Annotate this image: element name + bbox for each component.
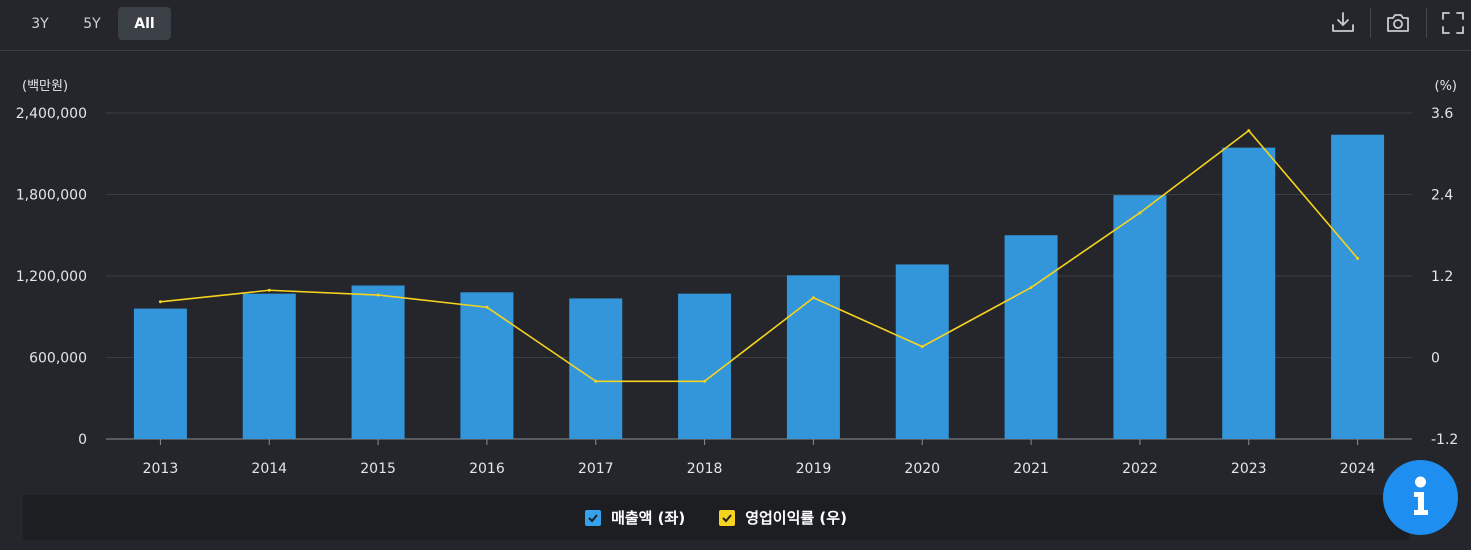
right-tick-label: -1.2 — [1431, 432, 1458, 448]
x-tick-label: 2013 — [143, 461, 179, 477]
line-series — [158, 129, 1360, 383]
right-axis: -1.2 0 1.2 2.4 3.6 — [1431, 106, 1458, 448]
checkbox-icon[interactable] — [585, 509, 602, 526]
x-tick-label: 2022 — [1122, 461, 1158, 477]
bar — [895, 264, 949, 439]
x-tick-label: 2023 — [1231, 461, 1267, 477]
x-tick-label: 2018 — [687, 461, 723, 477]
download-icon[interactable] — [1330, 10, 1356, 36]
bar — [786, 275, 840, 439]
x-tick-label: 2017 — [578, 461, 614, 477]
x-tick-label: 2014 — [251, 461, 287, 477]
info-icon — [1414, 476, 1428, 515]
left-tick-label: 1,800,000 — [16, 188, 87, 204]
line-point — [1247, 129, 1251, 133]
line-point — [1138, 211, 1142, 215]
chart-legend: 매출액 (좌) 영업이익률 (우) — [23, 495, 1409, 540]
grid-lines — [106, 112, 1412, 440]
line-point — [1356, 256, 1360, 260]
left-axis-unit-label: (백만원) — [22, 79, 68, 94]
fullscreen-icon[interactable] — [1440, 10, 1466, 36]
right-tick-label: 2.4 — [1431, 188, 1453, 204]
line-point — [158, 300, 162, 304]
x-tick-label: 2019 — [796, 461, 832, 477]
x-axis: 2013 2014 2015 2016 2017 2018 2019 2020 2021 2022… — [143, 439, 1376, 477]
chart-area: (백만원) (%) 0 600,000 1,200,000 1,800,000 2,40… — [16, 79, 1459, 477]
bar — [242, 293, 296, 439]
left-tick-label: 2,400,000 — [16, 106, 87, 122]
line-point — [376, 293, 380, 297]
operating-margin-line — [160, 129, 1359, 383]
range-button-3y[interactable]: 3Y — [31, 15, 49, 32]
left-tick-label: 1,200,000 — [16, 269, 87, 285]
line-point — [811, 296, 815, 300]
bar — [460, 292, 514, 439]
right-tick-label: 0 — [1431, 351, 1440, 367]
range-button-all[interactable]: All — [118, 7, 171, 40]
legend-item-operating-margin[interactable]: 영업이익률 (우) — [719, 507, 847, 528]
left-axis: 0 600,000 1,200,000 1,800,000 2,400,000 — [16, 106, 87, 448]
bar — [678, 293, 732, 439]
camera-icon[interactable] — [1385, 10, 1411, 36]
chart-toolbar: 3Y 5Y All — [0, 0, 1471, 51]
line-point — [267, 288, 271, 292]
range-button-5y[interactable]: 5Y — [83, 15, 101, 32]
line-point — [703, 379, 707, 383]
left-tick-label: 0 — [78, 432, 87, 448]
x-tick-label: 2016 — [469, 461, 505, 477]
bar-series — [133, 134, 1385, 439]
line-point — [485, 305, 489, 309]
x-tick-label: 2021 — [1013, 461, 1049, 477]
toolbar-divider — [1426, 8, 1427, 38]
line-point — [594, 379, 598, 383]
bar — [133, 308, 187, 439]
right-axis-unit-label: (%) — [1435, 79, 1458, 94]
checkbox-icon[interactable] — [719, 509, 736, 526]
bar — [351, 285, 405, 439]
x-tick-label: 2020 — [904, 461, 940, 477]
line-point — [1029, 286, 1033, 290]
bar — [1113, 195, 1167, 439]
left-tick-label: 600,000 — [29, 351, 87, 367]
legend-label: 영업이익률 (우) — [745, 509, 847, 527]
toolbar-divider — [1370, 8, 1371, 38]
x-tick-label: 2015 — [360, 461, 396, 477]
legend-item-revenue[interactable]: 매출액 (좌) — [585, 507, 685, 528]
line-point — [920, 345, 924, 349]
bar — [1331, 134, 1385, 439]
bar — [1004, 235, 1058, 439]
x-tick-label: 2024 — [1340, 461, 1376, 477]
info-button[interactable] — [1383, 460, 1458, 535]
bar — [1222, 147, 1276, 439]
right-tick-label: 1.2 — [1431, 269, 1453, 285]
right-tick-label: 3.6 — [1431, 106, 1453, 122]
legend-label: 매출액 (좌) — [611, 509, 686, 527]
